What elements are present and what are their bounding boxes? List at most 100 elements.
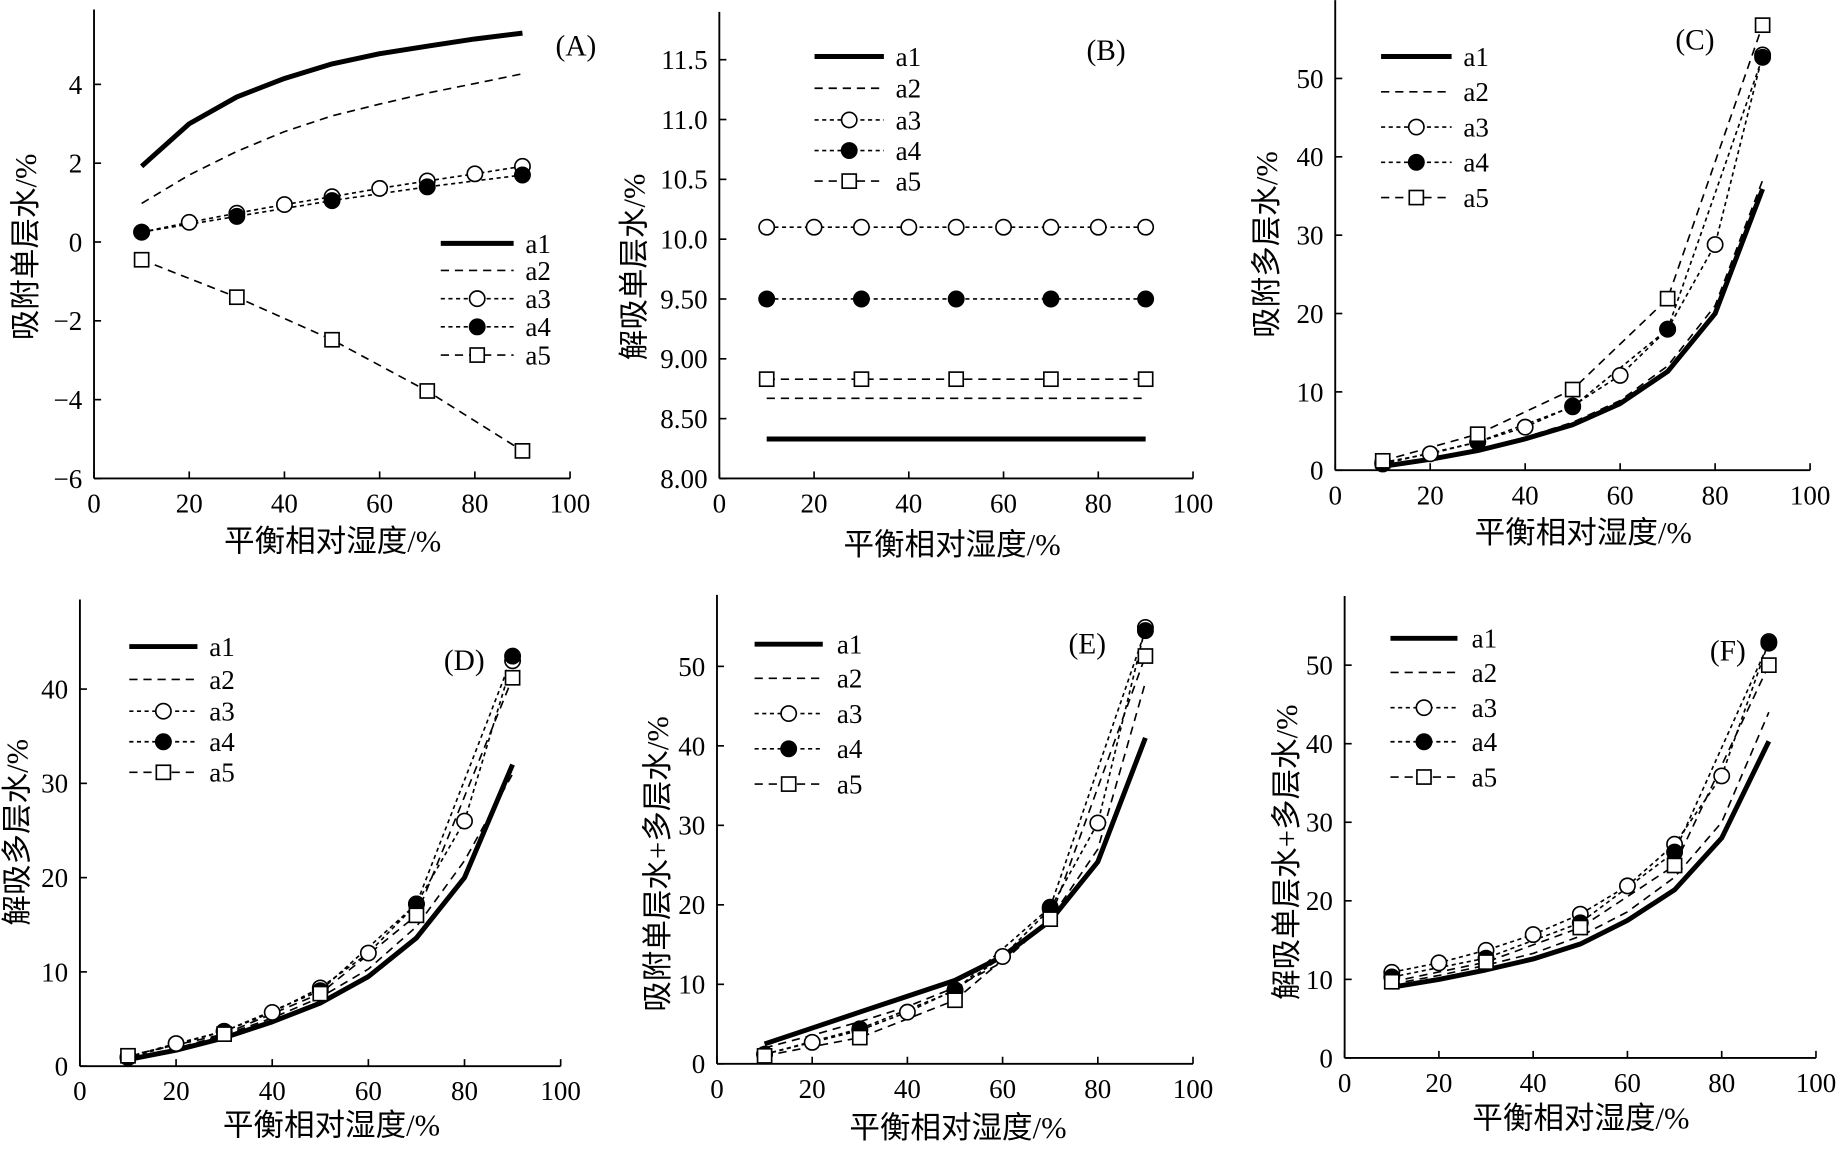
panel-e: 0 20 40 60 80 100 0 10 20 30 40 50 平衡相对湿度/% 吸附单层水+多层水… [641,594,1214,1145]
y-tick-label: 50 [1296,64,1323,94]
panel-a: 0 20 40 60 80 100 −6 −4 −2 0 2 4 平衡相对湿度/% 吸附单层水/% a1a2… [9,9,596,558]
y-tick-label: 10.0 [660,225,707,255]
panel-label: (A) [556,30,597,62]
legend-label: a1 [896,42,922,72]
y-tick-label: 8.00 [660,464,707,494]
series-line-a4 [127,655,514,1059]
data-point-a4 [133,223,151,241]
data-point-a4 [504,647,522,665]
data-point-a5 [216,1026,233,1042]
y-tick-label: 40 [41,674,68,704]
y-tick-label: 11.5 [661,45,707,75]
y-tick-label: 30 [1306,808,1333,838]
panel-c: 0 20 40 60 80 100 0 10 20 30 40 50 平衡相对湿度/% 吸附多层水/% a1… [1250,0,1830,550]
x-tick-label: 100 [1173,1074,1214,1104]
data-point-a3 [1137,218,1155,236]
plot-series [133,30,531,459]
series-line-a1 [139,30,523,169]
legend-entry-a4: a4 [129,727,235,757]
legend-label: a2 [1472,658,1498,688]
y-tick-label: 30 [678,811,705,841]
legend-entry-a5: a5 [129,758,235,788]
y-tick-label: 8.50 [660,404,707,434]
x-tick-label: 80 [1702,480,1729,510]
data-point-a5 [1137,371,1154,388]
y-tick-label: 10 [678,970,705,1000]
legend-entry-a1: a1 [440,229,551,259]
x-tick-label: 20 [1425,1068,1452,1098]
data-point-a3 [371,179,389,197]
data-point-a5 [408,907,425,924]
legend-entry-a5: a5 [754,769,863,799]
x-axis-title: 平衡相对湿度/% [223,1109,440,1143]
y-tick-label: 9.00 [660,344,707,374]
x-tick-label: 60 [1614,1068,1641,1098]
legend-marker [1416,769,1432,785]
data-point-a3 [167,1035,185,1052]
data-point-a3 [1618,877,1636,895]
y-tick-label: 30 [1296,221,1323,251]
series-line-a2 [141,72,523,205]
data-point-a5 [1137,648,1154,664]
series-line-a1 [763,736,1148,1047]
data-point-a4 [947,290,965,308]
legend-entry-a1: a1 [1390,624,1497,654]
data-point-a4 [852,290,870,308]
data-point-a5 [324,331,340,348]
legend-label: a5 [837,769,863,799]
x-tick-label: 0 [73,1076,87,1106]
data-point-a3 [456,812,473,830]
y-tick-label: 40 [1306,729,1333,759]
data-point-a4 [418,178,436,196]
legend-label: a3 [1463,112,1489,142]
x-tick-label: 0 [1338,1068,1352,1098]
x-tick-label: 40 [271,489,298,519]
panel-label: (B) [1086,35,1125,67]
data-point-a4 [1666,843,1684,861]
x-axis-title: 平衡相对湿度/% [843,528,1060,562]
data-point-a5 [228,289,245,306]
data-point-a4 [758,290,776,308]
legend-label: a4 [525,312,551,342]
legend-label: a5 [525,340,551,370]
data-point-a5 [758,371,775,388]
data-point-a4 [228,207,246,225]
series-line-a3 [1391,641,1770,974]
data-point-a5 [514,443,531,459]
x-tick-label: 100 [1790,480,1831,510]
legend-marker [840,142,858,160]
y-tick-label: 0 [692,1049,706,1079]
data-point-a5 [419,383,436,399]
panel-label: (F) [1710,636,1746,668]
legend-marker [840,111,858,129]
y-tick-label: 9.50 [660,284,707,314]
legend-entry-a3: a3 [1390,693,1497,723]
data-point-a5 [947,992,963,1009]
x-tick-label: 60 [1607,480,1634,510]
data-point-a5 [1383,973,1400,990]
y-axis-title: 解吸单层水+多层水/% [1270,704,1304,1000]
y-axis-title: 解吸单层水/% [618,174,652,361]
data-point-a4 [1137,290,1155,308]
y-tick-label: 50 [1306,651,1333,681]
y-tick-label: 10 [1306,965,1333,995]
x-tick-label: 20 [176,489,203,519]
data-point-a3 [803,1033,821,1051]
legend-marker [841,173,858,189]
data-point-a3 [263,1003,281,1021]
y-axis-title: 吸附多层水/% [1250,151,1284,338]
y-axis-title: 解吸多层水/% [1,739,35,926]
legend: a1 a2 a3 a4 a5 [1390,624,1498,792]
legend-label: a3 [837,699,863,729]
legend-entry-a5: a5 [1390,762,1497,792]
panel-b: 0 20 40 60 80 100 8.00 8.50 9.00 9.50 10.0 10.5 11.0… [618,11,1213,562]
data-point-a3 [1524,926,1542,944]
legend-label: a4 [209,727,235,757]
data-point-a3 [852,218,870,236]
legend-label: a4 [1472,727,1498,757]
